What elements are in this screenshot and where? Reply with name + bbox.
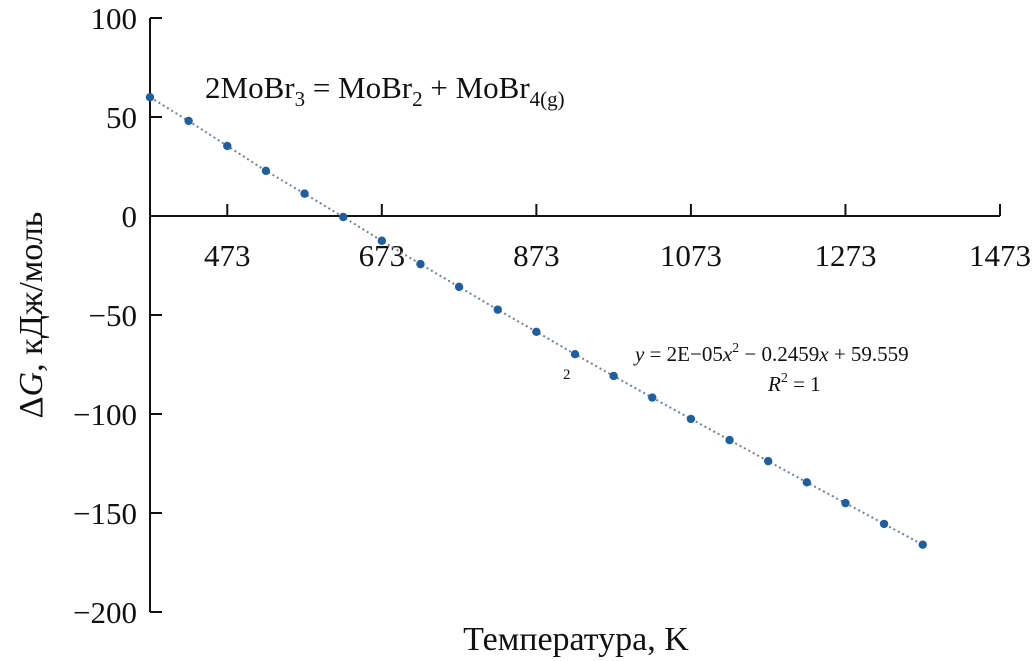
x-axis-title: Температура, K (463, 621, 689, 658)
x-tick-label: 873 (513, 238, 560, 273)
data-point (918, 540, 927, 549)
y-axis-title: ΔG, кДж/моль (13, 212, 50, 419)
data-point (763, 456, 773, 466)
data-point (648, 393, 657, 402)
data-point (145, 93, 155, 102)
y-tick-label: −150 (73, 496, 137, 531)
fit-equation: y = 2E−05x2 − 0.2459x + 59.559 (633, 341, 909, 366)
y-tick-label: −50 (89, 298, 137, 333)
data-point (377, 236, 387, 245)
x-tick-labels: 473 673 873 1073 1273 1473 (204, 238, 1031, 273)
reaction-equation: 2MoBr3 = MoBr2 + MoBr4(g) (205, 70, 565, 111)
data-point (609, 371, 618, 381)
data-point (416, 259, 425, 269)
data-point (300, 189, 309, 198)
y-tick-labels: 100 50 0 −50 −100 −150 −200 (73, 1, 137, 630)
data-point (184, 116, 193, 126)
y-tick-label: 100 (91, 1, 138, 36)
x-tick-label: 1473 (969, 238, 1031, 273)
axes (149, 17, 1001, 613)
data-point (261, 166, 271, 176)
data-point (686, 414, 696, 424)
stray-mark: 2 (563, 367, 571, 383)
data-point (802, 478, 812, 487)
data-points (145, 93, 927, 549)
data-point (879, 519, 889, 529)
data-point (532, 327, 541, 337)
data-point (223, 141, 232, 151)
data-point (570, 350, 580, 359)
trendline (149, 96, 924, 546)
data-point (493, 305, 502, 314)
y-tick-label: −100 (73, 397, 137, 432)
x-tick-label: 1073 (660, 238, 722, 273)
y-tick-label: 50 (106, 100, 137, 135)
data-point (454, 282, 464, 292)
x-tick-label: 1273 (814, 238, 876, 273)
y-tick-label: −200 (73, 595, 137, 630)
data-point (841, 498, 850, 508)
data-point (725, 435, 734, 445)
y-tick-label: 0 (122, 199, 138, 234)
r-squared: R2 = 1 (767, 371, 821, 396)
x-tick-label: 473 (204, 238, 251, 273)
data-point (338, 212, 348, 222)
